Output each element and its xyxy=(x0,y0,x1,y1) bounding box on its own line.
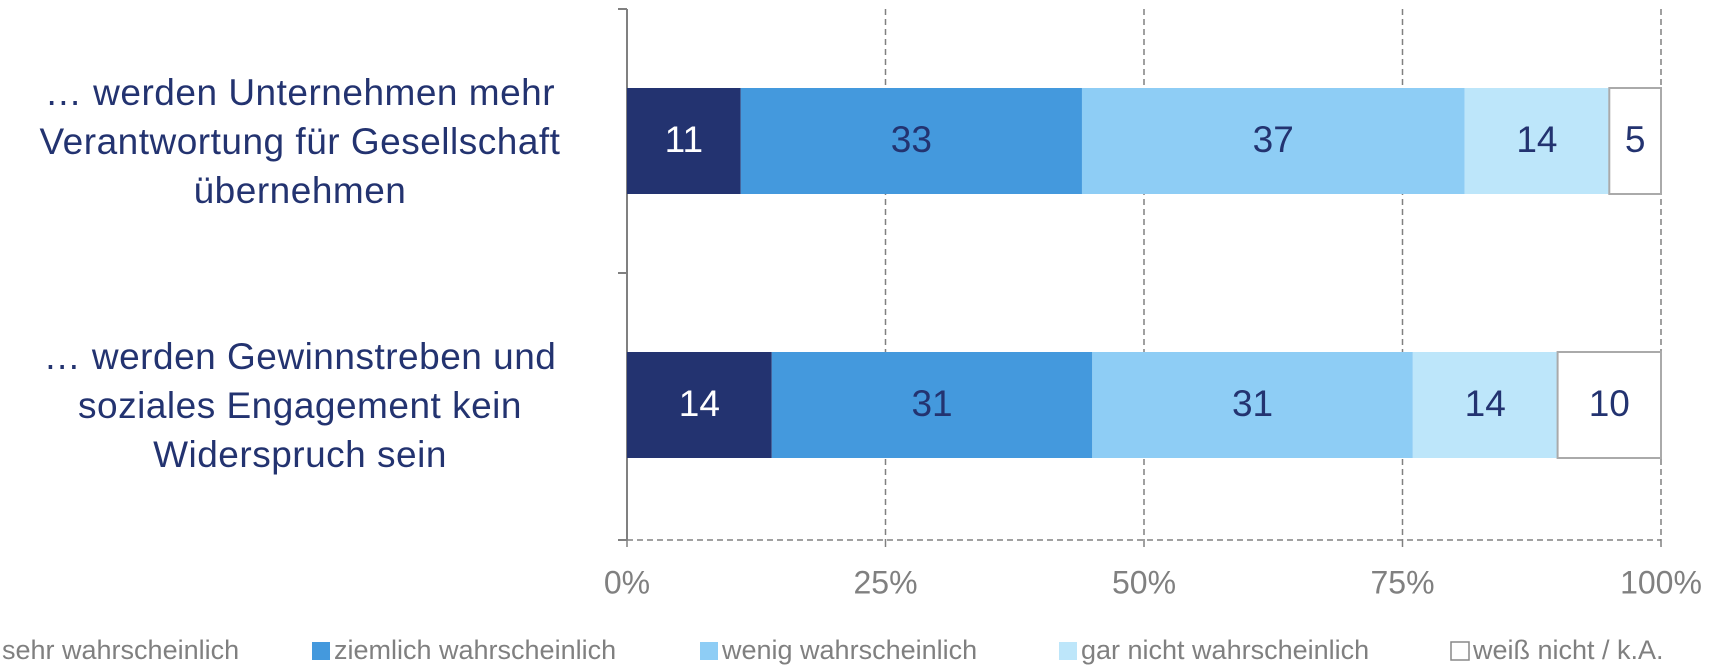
legend-label: weiß nicht / k.A. xyxy=(1472,635,1664,665)
category-label: … werden Unternehmen mehr Verantwortung … xyxy=(39,71,561,211)
x-tick-label: 50% xyxy=(1112,564,1176,600)
bar-segment xyxy=(1081,88,1465,194)
legend-label: wenig wahrscheinlich xyxy=(721,635,977,665)
bar-segment xyxy=(1464,88,1610,194)
data-label: 33 xyxy=(891,119,932,160)
data-label: 14 xyxy=(1465,383,1506,424)
bar-segment xyxy=(1092,352,1413,458)
legend-swatch xyxy=(700,642,718,660)
bar-segment xyxy=(627,352,772,458)
bar-segment xyxy=(1608,87,1663,195)
data-label: 14 xyxy=(679,383,720,424)
bar-segment xyxy=(627,88,741,194)
bar-segment xyxy=(1412,352,1558,458)
legend-swatch xyxy=(312,642,330,660)
data-label: 31 xyxy=(1232,383,1273,424)
data-label: 31 xyxy=(911,383,952,424)
data-label: 5 xyxy=(1625,119,1646,160)
x-tick-label: 75% xyxy=(1370,564,1434,600)
bar-segment xyxy=(771,352,1093,458)
legend-swatch xyxy=(1059,642,1077,660)
category-label: … werden Gewinnstreben und soziales Enga… xyxy=(43,335,557,475)
legend-label: sehr wahrscheinlich xyxy=(2,635,239,665)
x-tick-label: 100% xyxy=(1620,564,1702,600)
legend-label: ziemlich wahrscheinlich xyxy=(334,635,616,665)
x-tick-label: 25% xyxy=(853,564,917,600)
legend-label: gar nicht wahrscheinlich xyxy=(1081,635,1369,665)
bar-segment xyxy=(740,88,1082,194)
data-label: 14 xyxy=(1516,119,1557,160)
data-label: 37 xyxy=(1253,119,1294,160)
x-tick-label: 0% xyxy=(604,564,650,600)
bar-segment xyxy=(1556,351,1662,459)
data-label: 10 xyxy=(1589,383,1630,424)
data-label: 11 xyxy=(665,119,703,160)
legend-swatch xyxy=(1450,641,1470,661)
